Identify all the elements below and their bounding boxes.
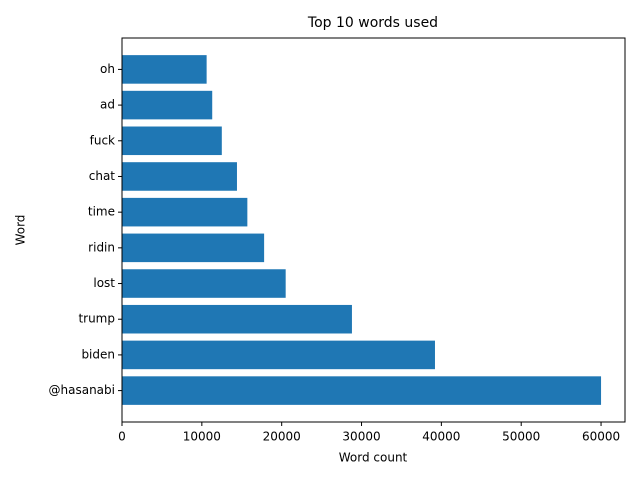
y-tick-label: ridin bbox=[88, 240, 115, 254]
y-tick-label: lost bbox=[93, 276, 115, 290]
y-axis-label: Word bbox=[14, 215, 28, 246]
x-tick-label: 60000 bbox=[582, 430, 620, 444]
x-tick-label: 0 bbox=[118, 430, 126, 444]
plot-frame bbox=[121, 37, 626, 423]
bar bbox=[122, 269, 286, 298]
bar bbox=[122, 55, 207, 84]
bar bbox=[122, 304, 352, 334]
y-tick-label: oh bbox=[100, 62, 115, 76]
x-tick-label: 20000 bbox=[263, 430, 301, 444]
x-tick-label: 40000 bbox=[422, 430, 460, 444]
bar bbox=[122, 197, 248, 227]
y-tick-label: time bbox=[88, 205, 115, 219]
y-tick-label: trump bbox=[78, 312, 115, 326]
bar bbox=[122, 162, 237, 191]
bar bbox=[122, 376, 602, 405]
x-tick-label: 50000 bbox=[502, 430, 540, 444]
y-tick-label: fuck bbox=[90, 133, 115, 147]
bar bbox=[122, 126, 222, 156]
y-tick-label: chat bbox=[89, 169, 116, 183]
y-tick-label: @hasanabi bbox=[49, 383, 115, 397]
bar bbox=[122, 340, 435, 370]
chart-title: Top 10 words used bbox=[307, 15, 438, 31]
bar bbox=[122, 90, 213, 120]
x-axis-label: Word count bbox=[339, 451, 408, 465]
x-tick-label: 30000 bbox=[342, 430, 380, 444]
x-tick-label: 10000 bbox=[183, 430, 221, 444]
y-tick-label: ad bbox=[100, 98, 115, 112]
bar bbox=[122, 233, 265, 263]
y-tick-label: biden bbox=[81, 347, 115, 361]
